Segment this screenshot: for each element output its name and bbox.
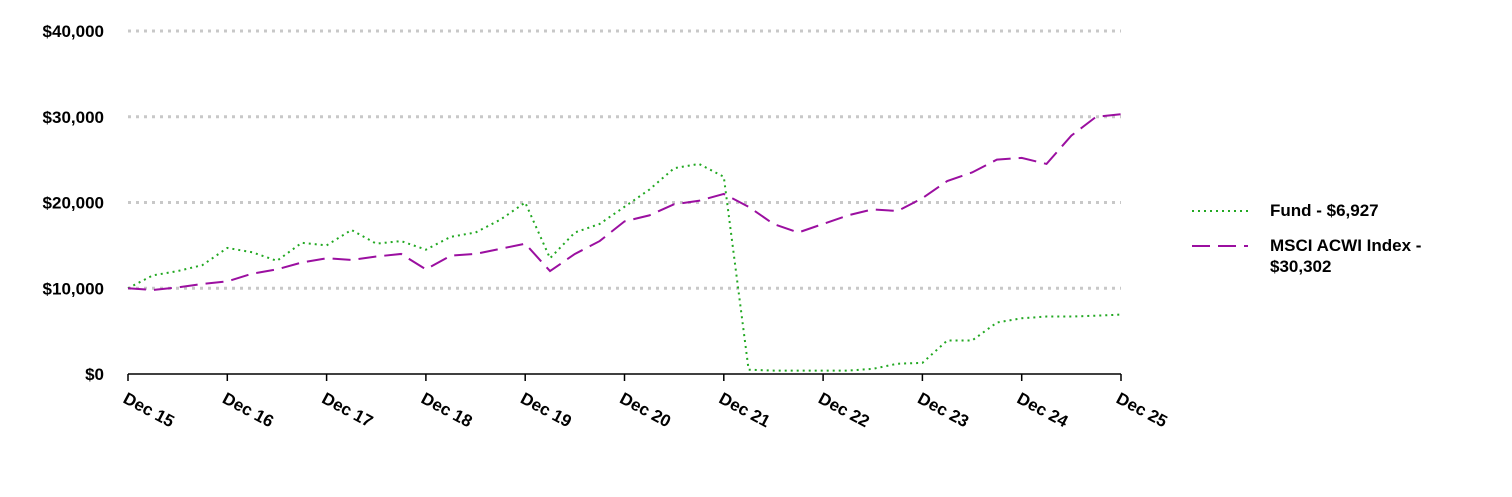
x-tick-label: Dec 15 bbox=[120, 389, 177, 432]
x-tick-label: Dec 18 bbox=[418, 389, 475, 432]
y-tick-label: $40,000 bbox=[43, 22, 104, 41]
series-line bbox=[127, 162, 1122, 372]
legend-swatch bbox=[1192, 210, 1248, 212]
x-tick-label: Dec 24 bbox=[1014, 389, 1072, 432]
chart: $0 $10,000 $20,000 $30,000 $40,000 Dec 15 Dec … bbox=[43, 22, 1171, 432]
x-tick-label: Dec 23 bbox=[915, 389, 972, 432]
legend-label: MSCI ACWI Index - $30,302 bbox=[1270, 236, 1422, 276]
x-tick-label: Dec 25 bbox=[1113, 389, 1170, 432]
legend-label: Fund - $6,927 bbox=[1270, 201, 1379, 220]
legend: Fund - $6,927 MSCI ACWI Index - $30,302 bbox=[1190, 200, 1490, 291]
y-tick-label: $0 bbox=[85, 365, 104, 384]
x-tick-label: Dec 16 bbox=[219, 389, 276, 432]
x-tick-label: Dec 20 bbox=[617, 389, 674, 432]
legend-entry: MSCI ACWI Index - $30,302 bbox=[1190, 235, 1490, 277]
y-tick-label: $20,000 bbox=[43, 194, 104, 213]
x-tick-label: Dec 17 bbox=[319, 389, 376, 432]
y-tick-label: $30,000 bbox=[43, 108, 104, 127]
legend-entry: Fund - $6,927 bbox=[1190, 200, 1490, 221]
series-line bbox=[127, 113, 1122, 291]
y-tick-label: $10,000 bbox=[43, 279, 104, 298]
x-tick-label: Dec 22 bbox=[815, 389, 872, 432]
x-tick-label: Dec 21 bbox=[716, 389, 773, 432]
legend-swatch bbox=[1192, 245, 1248, 247]
x-tick-label: Dec 19 bbox=[517, 389, 574, 432]
